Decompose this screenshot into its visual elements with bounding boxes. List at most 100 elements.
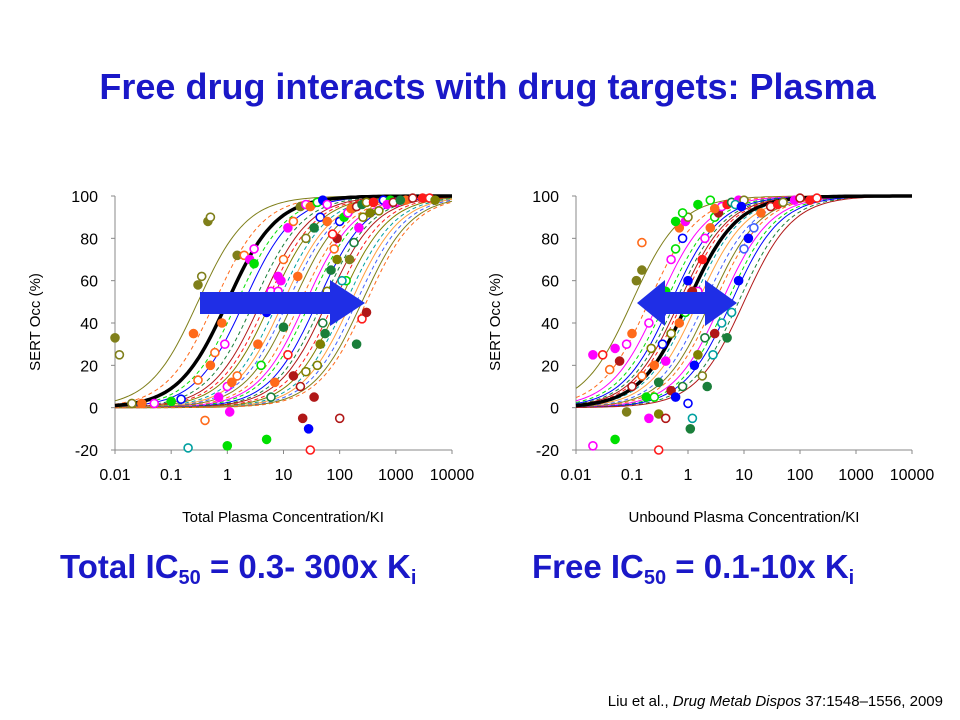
data-point [326, 265, 336, 275]
data-point [305, 445, 316, 455]
data-point [322, 199, 333, 210]
free-ic50-summary: Free IC50 = 0.1-10x Ki [532, 548, 854, 590]
x-tick-label: 100 [787, 467, 814, 484]
data-point [646, 343, 657, 354]
y-tick-label: 100 [71, 189, 98, 206]
shift-right-arrow [200, 280, 365, 326]
data-point [327, 229, 338, 239]
x-axis-label: Unbound Plasma Concentration/KI [629, 509, 860, 526]
data-point [193, 375, 203, 385]
data-point [637, 265, 647, 275]
data-point [812, 193, 822, 203]
x-tick-label: 1000 [378, 467, 414, 484]
data-point [666, 254, 676, 265]
data-point [301, 366, 311, 377]
data-point [588, 440, 598, 451]
y-tick-label: 0 [89, 401, 98, 418]
data-point [176, 394, 186, 405]
y-tick-label: 20 [80, 358, 98, 375]
free-ic50-range: = 0.1-10x K [666, 548, 849, 585]
data-point [220, 339, 230, 350]
data-point [288, 216, 299, 227]
x-tick-label: 1000 [838, 467, 874, 484]
data-point [778, 197, 788, 208]
data-point [666, 385, 676, 396]
x-tick-label: 10000 [890, 467, 935, 484]
data-point [621, 339, 632, 350]
data-point [320, 328, 330, 339]
data-point [374, 206, 384, 216]
data-point [210, 347, 220, 358]
data-point [683, 275, 693, 286]
data-point [653, 377, 664, 388]
free-ic50-prefix: Free IC [532, 548, 644, 585]
data-point [677, 233, 688, 244]
data-point [297, 413, 308, 424]
data-point [689, 360, 700, 371]
data-point [114, 349, 125, 360]
data-point [222, 440, 233, 451]
double-headed-arrow [637, 280, 737, 326]
data-point [697, 254, 708, 265]
data-point [407, 193, 418, 203]
fitted-curve [576, 195, 912, 408]
data-point [309, 223, 319, 233]
data-point [709, 203, 720, 214]
data-point [183, 443, 193, 453]
x-tick-label: 0.01 [99, 467, 130, 484]
data-point [430, 195, 440, 205]
data-point [337, 275, 347, 286]
data-point [232, 371, 242, 381]
data-point [637, 237, 647, 248]
data-point [705, 223, 716, 233]
data-point [726, 307, 737, 318]
data-point [709, 328, 720, 339]
data-point [644, 318, 654, 328]
x-tick-label: 0.01 [560, 467, 591, 484]
data-point [224, 407, 235, 417]
chart-2: -20 0 20 40 60 80 100 0.01 0.1 1 10 100 1000 10000 Unb… [487, 189, 934, 526]
data-point [332, 254, 342, 265]
fitted-curve [575, 195, 912, 408]
y-tick-label: 60 [80, 274, 98, 291]
fitted-curve [575, 195, 912, 402]
data-point [649, 360, 660, 371]
data-point [653, 409, 664, 419]
data-point [702, 381, 713, 392]
data-point [604, 364, 615, 375]
data-point [261, 434, 272, 445]
data-point [641, 392, 652, 402]
data-point [677, 381, 688, 392]
free-ic50-sub: 50 [643, 567, 667, 589]
free-ki-sub: i [848, 567, 855, 589]
x-tick-label: 10 [275, 467, 293, 484]
data-point [588, 349, 598, 360]
data-point [292, 271, 303, 282]
data-point [722, 332, 732, 343]
fitted-curve [575, 195, 912, 408]
fitted-curve [115, 201, 453, 409]
data-point [756, 208, 766, 218]
data-point [149, 398, 160, 409]
data-point [278, 254, 289, 265]
y-tick-label: 40 [541, 316, 559, 333]
data-point [677, 208, 688, 218]
y-tick-label: 40 [80, 316, 98, 333]
data-point [657, 339, 668, 350]
data-point [621, 407, 632, 417]
x-axis-label: Total Plasma Concentration/KI [182, 509, 384, 526]
data-point [683, 398, 693, 409]
x-tick-label: 1 [223, 467, 232, 484]
data-point [693, 199, 703, 210]
data-point [205, 360, 216, 371]
data-point [736, 201, 747, 212]
x-tick-label: 1 [684, 467, 693, 484]
data-point [358, 212, 368, 222]
fitted-curve [575, 195, 912, 403]
data-point [670, 244, 681, 254]
data-point [266, 392, 276, 402]
citation: Liu et al., Drug Metab Dispos 37:1548–15… [608, 693, 943, 710]
y-tick-label: 20 [541, 358, 559, 375]
reference-curve [114, 194, 452, 408]
